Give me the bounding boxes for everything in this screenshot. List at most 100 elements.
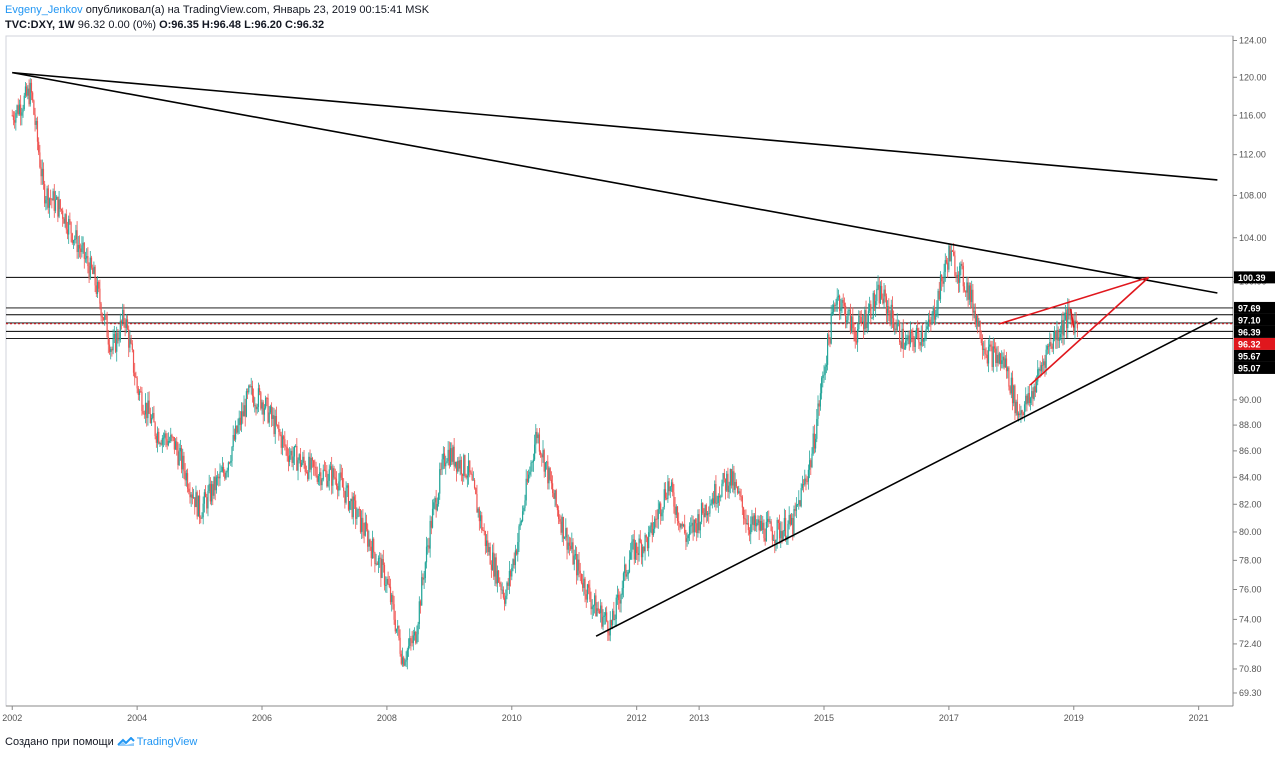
x-tick-label: 2013 [689,713,709,723]
pattern-line-triangle-bottom [1029,276,1150,386]
candle-body [873,293,876,308]
candle-body [765,521,767,542]
candle-body [729,468,731,486]
candle-body [1028,393,1030,403]
candle-body [204,492,207,498]
candle-body [608,632,610,636]
x-tick-label: 2019 [1064,713,1084,723]
candle-body [63,218,65,224]
candle-body [110,349,112,352]
candle-body [12,115,15,121]
candle-body [830,313,832,344]
candle-body [74,239,76,241]
candle-body [679,523,681,528]
candle-body [848,310,850,311]
y-tick-label: 76.00 [1239,584,1262,594]
candle-body [88,266,90,279]
candle-body [76,230,78,253]
candle-body [808,460,811,470]
candle-body [161,438,163,445]
candle-body [834,304,836,306]
candle-body [355,500,357,519]
candle-body [1039,369,1041,372]
candle-body [329,466,332,470]
candle-body [811,453,813,468]
candle-body [138,391,141,395]
candle-body [352,496,354,518]
candle-body [656,518,658,520]
candle-body [802,484,805,485]
candle-body [900,342,902,348]
candle-body [978,320,980,327]
candle-body [954,255,956,276]
candle-body [381,559,383,578]
candle-body [296,446,298,471]
candle-body [613,610,615,621]
candle-body [750,524,752,535]
candle-body [531,462,533,463]
candle-body [1031,391,1033,398]
candle-body [558,510,560,519]
y-tick-label: 124.00 [1239,36,1267,46]
candle-body [894,328,896,330]
candle-body [84,258,87,260]
candle-body [633,539,635,560]
candle-body [189,491,191,498]
candle-body [470,472,472,475]
candle-body [921,332,924,342]
candle-body [1067,307,1069,329]
candle-body [747,522,749,531]
candle-body [700,503,703,522]
candle-body [22,109,24,113]
candle-body [753,515,755,526]
candle-body [356,516,358,519]
candle-body [854,331,856,342]
candle-body [887,306,889,314]
candle-body [132,349,135,373]
candle-body [836,297,838,305]
candle-body [1049,342,1051,347]
candle-body [688,526,691,536]
candle-body [359,509,362,532]
tradingview-brand[interactable]: TradingView [117,736,197,748]
candle-body [36,120,39,142]
candle-body [741,496,743,508]
candle-body [301,462,303,467]
candle-body [849,310,852,332]
candle-body [192,497,195,499]
candle-body [1046,345,1048,350]
candle-body [368,539,370,547]
candle-body [125,319,127,328]
candle-body [853,328,855,332]
candle-body [754,515,757,527]
candle-body [333,468,335,478]
candle-body [867,310,870,324]
candle-body [957,274,960,283]
x-tick-label: 2004 [127,713,147,723]
candle-body [230,460,232,463]
candle-body [232,435,234,447]
candle-body [421,577,423,606]
candle-body [734,481,736,490]
candle-body [875,301,877,308]
candle-body [475,487,477,495]
candle-body [523,507,525,512]
candle-body [530,462,532,472]
chart-header: Evgeny_Jenkov опубликовал(а) на TradingV… [5,3,429,33]
author-link[interactable]: Evgeny_Jenkov [5,4,83,16]
candle-body [315,466,317,476]
candle-body [222,466,225,473]
candle-body [383,564,386,586]
candle-body [60,209,63,211]
candle-body [507,582,509,586]
candle-body [907,335,909,340]
candle-body [676,506,679,522]
candle-body [672,482,674,493]
candle-body [81,245,83,252]
candle-body [167,441,169,446]
candle-body [463,455,465,476]
candle-body [606,612,608,622]
candle-body [529,471,531,475]
candle-body [309,456,311,470]
